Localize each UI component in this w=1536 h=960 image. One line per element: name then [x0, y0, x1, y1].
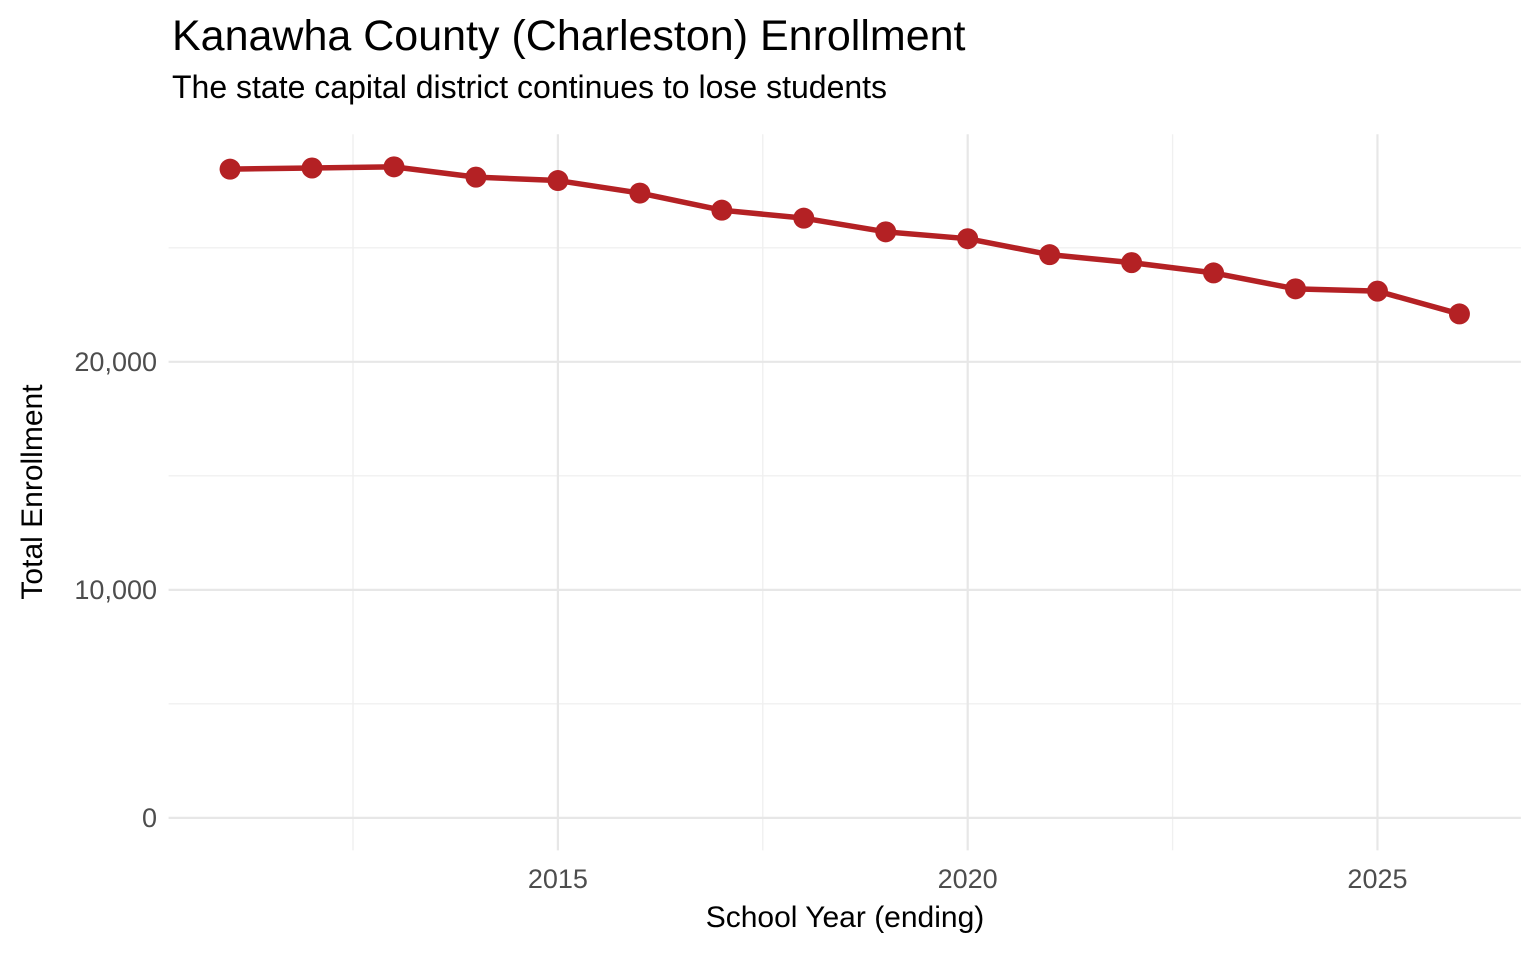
- data-point-2023: [1203, 262, 1225, 284]
- y-tick-label-10000: 10,000: [74, 574, 157, 605]
- data-point-2013: [383, 156, 405, 178]
- data-point-2017: [711, 199, 733, 221]
- chart-title: Kanawha County (Charleston) Enrollment: [172, 12, 966, 60]
- data-point-2018: [793, 207, 815, 229]
- y-tick-label-0: 0: [141, 802, 157, 833]
- x-axis-title: School Year (ending): [705, 901, 985, 934]
- data-point-2015: [547, 170, 569, 192]
- enrollment-line: [227, 164, 1463, 317]
- data-point-2022: [1121, 252, 1143, 274]
- data-point-2019: [875, 221, 897, 243]
- data-point-2020: [957, 228, 979, 250]
- data-point-2024: [1285, 278, 1307, 300]
- x-tick-label-2025: 2025: [1347, 864, 1408, 894]
- data-point-2012: [301, 157, 323, 179]
- data-point-2026: [1448, 303, 1470, 325]
- data-point-2016: [629, 182, 651, 204]
- x-tick-label-2020: 2020: [937, 864, 998, 894]
- data-point-2011: [219, 158, 241, 180]
- y-tick-label-20000: 20,000: [74, 346, 157, 377]
- chart-subtitle: The state capital district continues to …: [172, 69, 888, 105]
- x-tick-label-2015: 2015: [527, 864, 588, 894]
- data-point-2025: [1366, 280, 1388, 302]
- data-point-2014: [465, 166, 487, 188]
- data-point-2021: [1039, 244, 1061, 266]
- y-axis-title: Total Enrollment: [16, 384, 49, 600]
